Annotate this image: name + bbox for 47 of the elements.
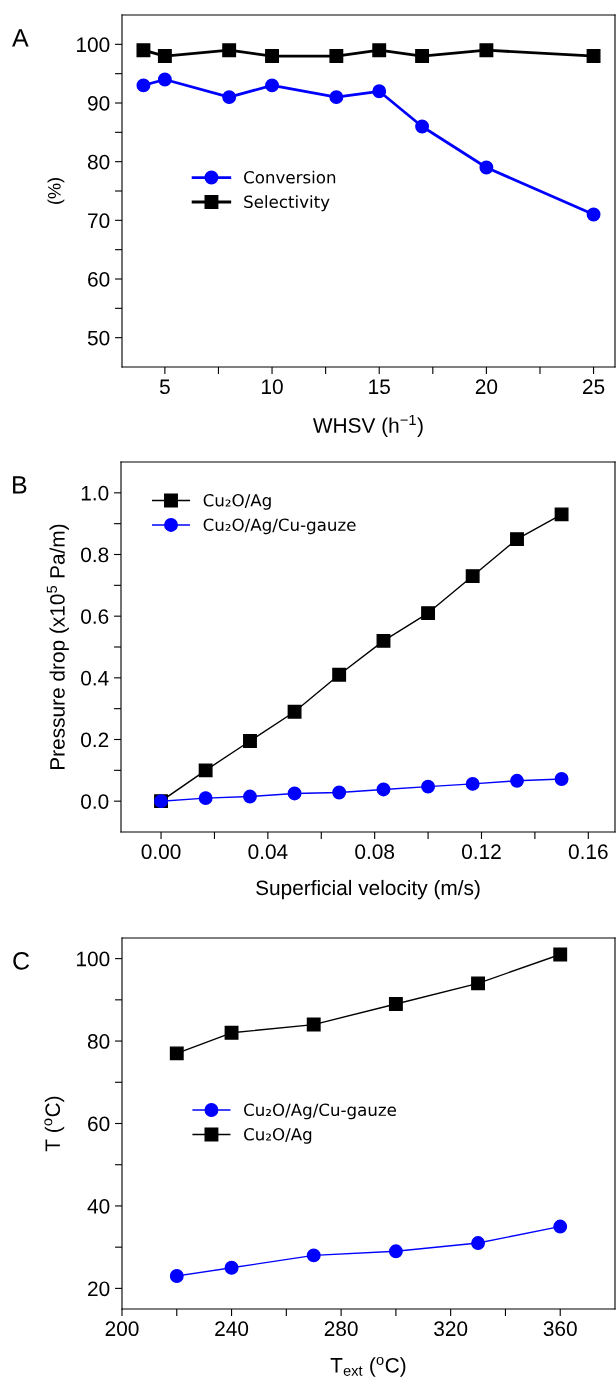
y-axis-title: Pressure drop (x10$^{5}$ Pa/m) [46, 524, 69, 770]
y-tick-label: 40 [87, 1198, 110, 1214]
x-axis-title: T$_{ext}$ ($^{o}$C) [330, 1356, 406, 1377]
y-tick-label: 0.2 [81, 732, 109, 748]
x-axis-title: WHSV (h$^{−1}$) [312, 414, 423, 437]
y-tick-label: 70 [88, 213, 110, 229]
y-tick-label: 50 [87, 330, 110, 346]
x-tick-label: 10 [262, 379, 283, 395]
y-tick-label: 90 [88, 96, 110, 111]
chart-title: A [12, 29, 29, 47]
x-tick-label: 0.16 [568, 844, 608, 860]
legend-label: Cu₂O/Ag/Cu-gauze [203, 518, 356, 535]
y-tick-label: 0.6 [81, 609, 109, 624]
x-tick-label: 320 [434, 1321, 468, 1337]
x-tick-label: 0.04 [248, 844, 288, 860]
chart-title: B [13, 476, 27, 494]
x-axis-title: Superficial velocity (m/s) [256, 879, 480, 900]
y-axis-title: T ($^{o}$C) [44, 1096, 65, 1152]
x-tick-label: 280 [324, 1321, 358, 1337]
x-tick-label: 360 [543, 1321, 577, 1337]
legend-label: Conversion [244, 170, 336, 184]
y-tick-label: 20 [88, 1281, 110, 1297]
y-tick-label: 0.0 [81, 794, 109, 809]
legend-label: Cu₂O/Ag [203, 493, 271, 510]
chart-title: C [13, 952, 30, 970]
x-tick-label: 25 [583, 379, 605, 395]
x-tick-label: 0.00 [141, 844, 181, 860]
x-tick-label: 15 [369, 379, 390, 395]
x-tick-label: 0.08 [355, 844, 395, 860]
y-axis-title: (%) [47, 178, 65, 204]
x-tick-label: 0.12 [462, 844, 501, 860]
y-tick-label: 60 [88, 272, 110, 287]
y-tick-label: 80 [87, 154, 110, 170]
x-tick-label: 240 [215, 1321, 249, 1337]
y-tick-label: 60 [88, 1116, 110, 1132]
y-tick-label: 80 [87, 1034, 110, 1049]
y-tick-label: 100 [77, 37, 110, 53]
legend-label: Cu₂O/Ag/Cu-gauze [244, 1103, 396, 1120]
x-tick-label: 5 [159, 379, 170, 395]
x-tick-label: 20 [475, 379, 498, 395]
y-tick-label: 100 [77, 951, 110, 967]
y-tick-label: 0.8 [81, 547, 109, 563]
legend-label: Selectivity [244, 195, 330, 212]
x-tick-label: 200 [105, 1321, 139, 1337]
y-tick-label: 1.0 [81, 485, 109, 501]
legend-label: Cu₂O/Ag [244, 1127, 312, 1144]
y-tick-label: 0.4 [81, 670, 109, 686]
